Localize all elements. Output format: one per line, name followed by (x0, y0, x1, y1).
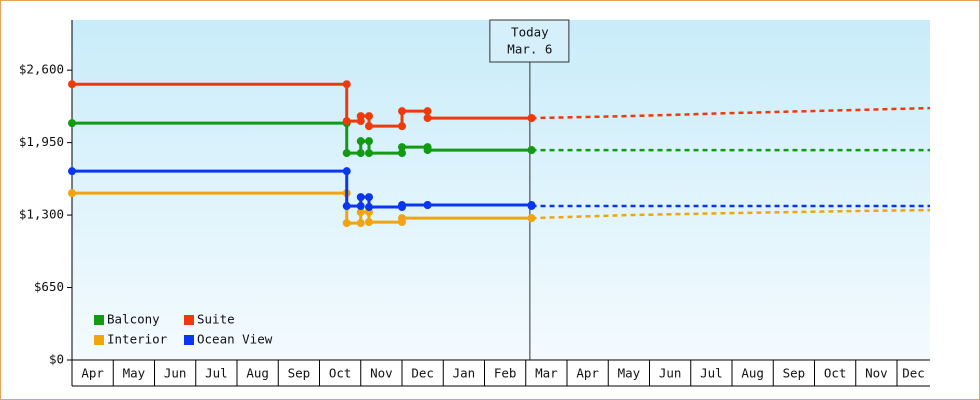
legend-label: Suite (197, 312, 235, 327)
point-marker (356, 193, 365, 202)
today-label: Mar. 6 (507, 42, 552, 57)
x-tick-label: Oct (824, 366, 847, 381)
y-tick-label: $1,950 (19, 134, 64, 149)
x-tick-label: Feb (494, 366, 517, 381)
point-marker (398, 107, 406, 116)
today-box (489, 19, 570, 63)
point-marker (342, 149, 351, 158)
point-marker (365, 193, 373, 202)
point-marker (365, 218, 373, 227)
y-tick-label: $0 (49, 352, 64, 367)
x-tick-label: Dec (411, 366, 434, 381)
y-tick-label: $1,300 (19, 207, 64, 222)
point-marker (356, 208, 365, 217)
point-marker (342, 80, 351, 89)
point-marker (68, 167, 76, 176)
point-marker (527, 114, 536, 123)
legend-label: Interior (107, 332, 168, 347)
x-tick-label: Aug (741, 366, 764, 381)
x-tick-label: Jun (659, 366, 682, 381)
point-marker (527, 146, 536, 155)
point-marker (398, 201, 406, 210)
x-tick-label: May (123, 366, 146, 381)
point-marker (342, 117, 351, 126)
point-marker (342, 219, 351, 228)
point-marker (365, 203, 373, 212)
plot-area (72, 20, 930, 360)
legend-swatch (94, 315, 104, 325)
x-tick-label: Dec (902, 366, 925, 381)
point-marker (356, 137, 365, 146)
forecast-line (531, 106, 931, 120)
point-marker (365, 112, 373, 121)
x-tick-label: Sep (288, 366, 311, 381)
forecast-line (531, 208, 931, 220)
x-tick-label: Nov (370, 366, 393, 381)
point-marker (365, 149, 373, 158)
point-marker (356, 219, 365, 228)
y-tick-label: $650 (34, 279, 64, 294)
x-tick-label: Aug (246, 366, 269, 381)
x-tick-label: Mar (535, 366, 558, 381)
legend-label: Ocean View (197, 332, 273, 347)
point-marker (356, 149, 365, 158)
point-marker (423, 201, 432, 210)
x-tick-label: Jul (205, 366, 228, 381)
y-tick-label: $2,600 (19, 62, 64, 77)
point-marker (527, 214, 536, 223)
point-marker (356, 202, 365, 211)
point-marker (423, 114, 432, 123)
x-tick-label: Sep (783, 366, 806, 381)
point-marker (423, 107, 432, 116)
today-label: Today (511, 25, 549, 40)
point-marker (68, 80, 76, 89)
x-tick-label: Oct (329, 366, 352, 381)
point-marker (423, 146, 432, 155)
legend-label: Balcony (107, 312, 160, 327)
x-tick-label: Jul (700, 366, 723, 381)
point-marker (398, 149, 406, 158)
point-marker (398, 143, 406, 152)
legend-swatch (94, 335, 104, 345)
x-tick-label: Nov (865, 366, 888, 381)
point-marker (365, 137, 373, 146)
legend-swatch (184, 315, 194, 325)
point-marker (398, 214, 406, 223)
point-marker (68, 119, 76, 128)
legend-swatch (184, 335, 194, 345)
x-tick-label: Jan (453, 366, 476, 381)
x-tick-label: May (618, 366, 641, 381)
point-marker (342, 167, 351, 176)
x-tick-label: Apr (81, 366, 104, 381)
point-marker (527, 202, 536, 211)
x-tick-label: Jun (164, 366, 187, 381)
x-tick-label: Apr (576, 366, 599, 381)
point-marker (356, 112, 365, 121)
point-marker (398, 122, 406, 131)
point-marker (342, 202, 351, 211)
point-marker (68, 189, 76, 198)
point-marker (365, 122, 373, 131)
